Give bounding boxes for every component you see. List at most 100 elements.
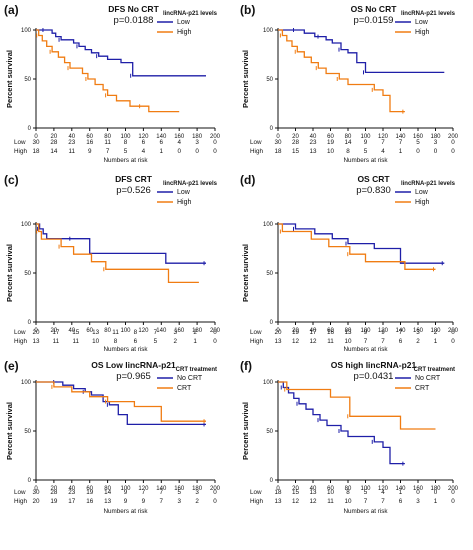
x-tick-label: 180 bbox=[192, 134, 203, 140]
risk-value: 4 bbox=[142, 148, 146, 155]
risk-value: 28 bbox=[50, 489, 58, 496]
risk-value: 10 bbox=[327, 489, 335, 496]
y-tick-label: 0 bbox=[28, 320, 32, 326]
series-line-low bbox=[278, 29, 445, 74]
risk-value: 7 bbox=[142, 489, 146, 496]
y-tick-label: 100 bbox=[263, 28, 274, 34]
x-tick-label: 120 bbox=[138, 328, 149, 334]
risk-row-label: Low bbox=[250, 139, 262, 146]
y-tick-label: 0 bbox=[270, 478, 274, 484]
x-tick-label: 40 bbox=[68, 134, 75, 140]
x-tick-label: 0 bbox=[34, 134, 38, 140]
risk-value: 10 bbox=[92, 338, 100, 345]
p-value: p=0.965 bbox=[116, 371, 151, 382]
risk-value: 18 bbox=[274, 148, 282, 155]
chart-title: DFS No CRT bbox=[108, 4, 159, 14]
legend-title: CRT treatment bbox=[176, 367, 217, 373]
risk-value: 15 bbox=[72, 329, 80, 336]
y-tick-label: 50 bbox=[24, 77, 31, 83]
risk-value: 3 bbox=[195, 489, 199, 496]
x-tick-label: 100 bbox=[120, 134, 131, 140]
risk-value: 20 bbox=[32, 498, 40, 505]
risk-value: 9 bbox=[124, 489, 128, 496]
risk-value: 0 bbox=[213, 148, 217, 155]
risk-value: 13 bbox=[92, 329, 100, 336]
x-tick-label: 100 bbox=[360, 486, 371, 492]
x-tick-label: 180 bbox=[192, 328, 203, 334]
risk-value: 0 bbox=[451, 498, 455, 505]
risk-value: 11 bbox=[112, 329, 119, 336]
legend-entry: No CRT bbox=[177, 375, 203, 382]
risk-value: 1 bbox=[434, 498, 438, 505]
y-tick-label: 50 bbox=[266, 429, 273, 435]
risk-value: 14 bbox=[104, 489, 112, 496]
y-tick-label: 0 bbox=[270, 126, 274, 132]
risk-row-label: High bbox=[14, 148, 27, 155]
chart-title: OS CRT bbox=[357, 174, 390, 184]
risk-value: 28 bbox=[50, 139, 58, 146]
x-tick-label: 160 bbox=[413, 134, 424, 140]
risk-value: 9 bbox=[364, 329, 368, 336]
risk-value: 2 bbox=[193, 329, 197, 336]
y-tick-label: 50 bbox=[24, 271, 31, 277]
x-tick-label: 60 bbox=[86, 134, 93, 140]
x-tick-label: 140 bbox=[156, 134, 167, 140]
risk-value: 4 bbox=[381, 148, 385, 155]
risk-value: 9 bbox=[88, 148, 92, 155]
risk-value: 7 bbox=[399, 139, 403, 146]
x-axis-label: Numbers at risk bbox=[103, 346, 148, 353]
chart-title: OS Low lincRNA-p21 bbox=[91, 360, 176, 370]
risk-value: 2 bbox=[173, 338, 177, 345]
risk-value: 2 bbox=[434, 329, 438, 336]
y-tick-label: 50 bbox=[24, 429, 31, 435]
legend-entry: No CRT bbox=[415, 375, 441, 382]
risk-value: 7 bbox=[399, 329, 403, 336]
panel-label: (f) bbox=[240, 359, 252, 373]
risk-value: 0 bbox=[434, 489, 438, 496]
risk-value: 30 bbox=[274, 139, 282, 146]
risk-row-label: High bbox=[14, 498, 27, 505]
p-value: p=0.0188 bbox=[114, 15, 154, 26]
panel-label: (b) bbox=[240, 3, 255, 17]
panel-label: (e) bbox=[4, 359, 19, 373]
series-line-low bbox=[36, 29, 206, 77]
risk-value: 7 bbox=[154, 329, 158, 336]
x-tick-label: 200 bbox=[210, 328, 221, 334]
p-value: p=0.0159 bbox=[354, 15, 394, 26]
x-tick-label: 0 bbox=[34, 328, 38, 334]
legend-entry: High bbox=[177, 29, 192, 36]
chart-title: OS No CRT bbox=[351, 4, 398, 14]
x-tick-label: 100 bbox=[120, 486, 131, 492]
x-tick-label: 140 bbox=[395, 134, 406, 140]
risk-value: 8 bbox=[134, 329, 138, 336]
risk-value: 7 bbox=[106, 148, 110, 155]
risk-value: 13 bbox=[309, 148, 317, 155]
series-line-high bbox=[278, 29, 405, 113]
risk-value: 9 bbox=[124, 498, 128, 505]
risk-value: 0 bbox=[195, 148, 199, 155]
series-line-low bbox=[36, 381, 206, 426]
x-tick-label: 40 bbox=[310, 328, 317, 334]
risk-row-label: Low bbox=[14, 329, 26, 336]
x-tick-label: 140 bbox=[156, 328, 167, 334]
x-axis-label: Numbers at risk bbox=[343, 157, 388, 164]
risk-value: 19 bbox=[292, 329, 300, 336]
x-tick-label: 40 bbox=[68, 328, 75, 334]
x-tick-label: 0 bbox=[276, 328, 280, 334]
legend-entry: Low bbox=[415, 189, 429, 196]
risk-value: 30 bbox=[32, 139, 40, 146]
risk-value: 17 bbox=[309, 329, 317, 336]
risk-value: 12 bbox=[292, 338, 300, 345]
x-tick-label: 140 bbox=[395, 486, 406, 492]
x-axis-label: Numbers at risk bbox=[343, 508, 388, 515]
risk-value: 18 bbox=[32, 148, 40, 155]
legend-entry: Low bbox=[177, 19, 191, 26]
x-tick-label: 120 bbox=[138, 134, 149, 140]
x-tick-label: 200 bbox=[448, 134, 459, 140]
risk-value: 5 bbox=[177, 489, 181, 496]
risk-value: 13 bbox=[309, 489, 317, 496]
y-axis-label: Percent survival bbox=[5, 402, 14, 460]
